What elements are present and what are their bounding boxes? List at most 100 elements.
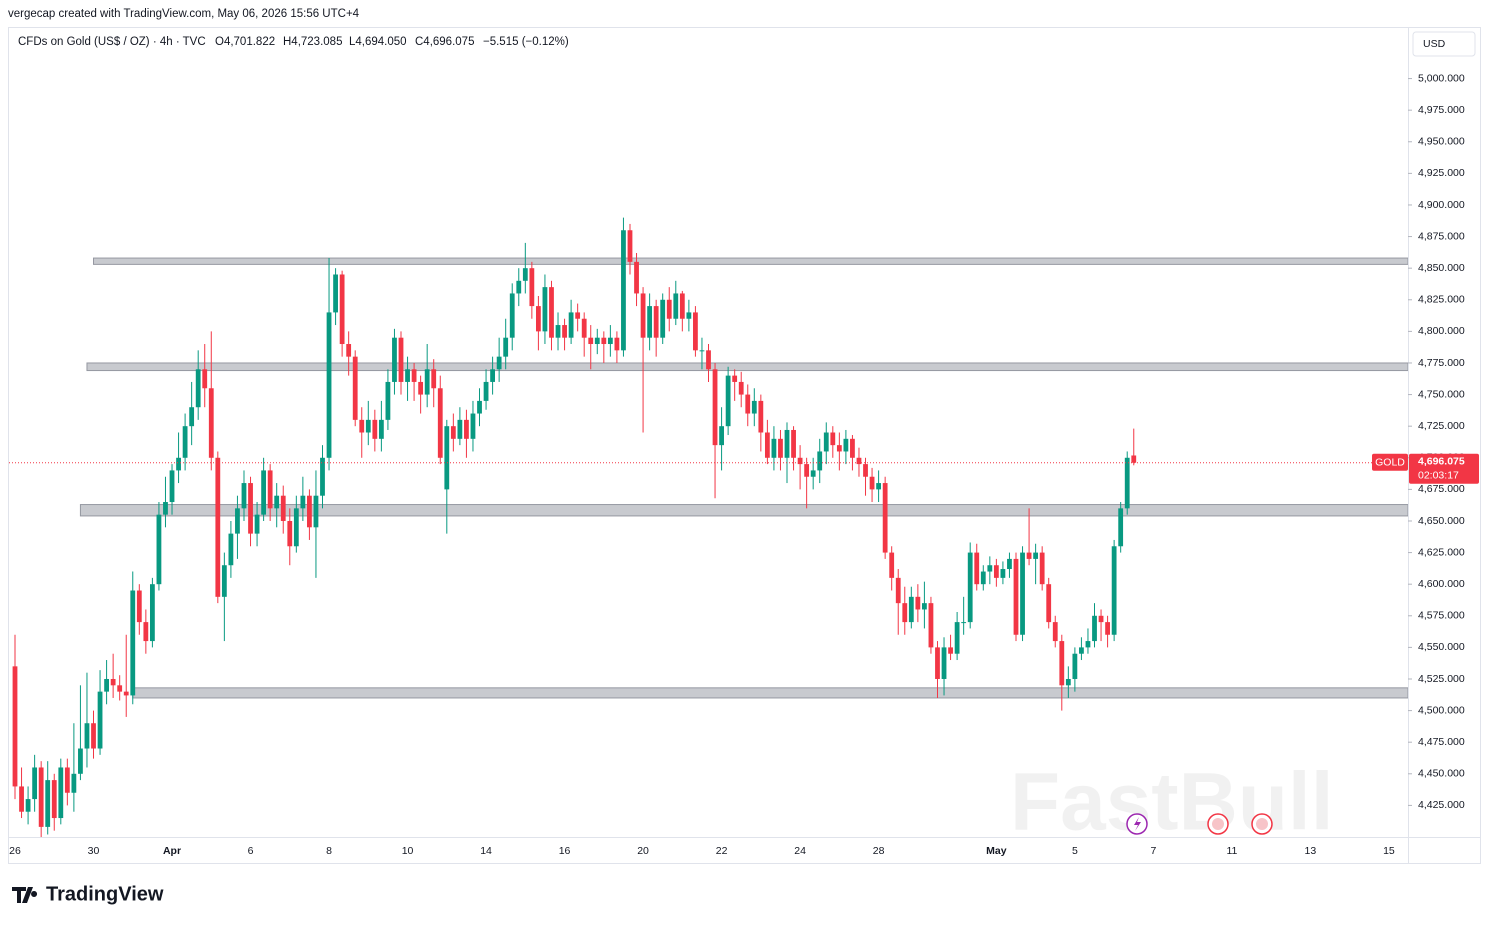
candle-body xyxy=(529,268,535,307)
x-tick-label: 28 xyxy=(873,845,885,857)
candle-body xyxy=(457,419,463,439)
y-tick-label: 4,800.000 xyxy=(1418,325,1465,337)
plot-area xyxy=(9,217,1408,837)
candle-body xyxy=(568,312,574,338)
y-tick-label: 4,875.000 xyxy=(1418,230,1465,242)
candle-body xyxy=(97,691,103,749)
candle-body xyxy=(293,508,299,547)
y-tick-label: 4,900.000 xyxy=(1418,199,1465,211)
y-tick-label: 4,725.000 xyxy=(1418,420,1465,432)
candle-body xyxy=(496,356,502,370)
candle-body xyxy=(221,565,227,597)
candle-body xyxy=(967,552,973,623)
candle-body xyxy=(450,426,456,439)
candle-body xyxy=(1079,647,1084,654)
candle-body xyxy=(104,678,109,692)
candle-body xyxy=(810,470,816,477)
candle-body xyxy=(248,483,253,534)
candle-body xyxy=(516,280,522,294)
candle-body xyxy=(797,457,803,465)
candle-body xyxy=(78,748,83,774)
symbol-tag-label: GOLD xyxy=(1375,457,1405,469)
candle-body xyxy=(1118,508,1124,547)
candle-body xyxy=(817,451,823,471)
candle-body xyxy=(267,470,273,509)
candle-body xyxy=(941,647,947,679)
candle-body xyxy=(666,299,672,319)
x-tick-label: Apr xyxy=(163,845,181,857)
candle-body xyxy=(889,552,895,578)
candle-body xyxy=(575,312,581,319)
candle-body xyxy=(535,306,541,332)
candle-body xyxy=(195,369,201,408)
candle-body xyxy=(830,432,836,446)
candle-body xyxy=(843,438,849,452)
candle-body xyxy=(1059,641,1065,686)
ohlc-high: H4,723.085 xyxy=(283,36,342,48)
candle-body xyxy=(235,508,240,534)
candle-body xyxy=(876,483,882,490)
candle-body xyxy=(1131,455,1137,463)
candle-body xyxy=(424,369,430,395)
currency[interactable]: USD xyxy=(1423,38,1446,50)
candle-body xyxy=(215,457,221,597)
y-tick-label: 4,425.000 xyxy=(1418,799,1465,811)
candle-body xyxy=(313,495,319,528)
candle-body xyxy=(922,603,927,610)
candle-body xyxy=(856,457,862,465)
y-tick-label: 4,625.000 xyxy=(1418,546,1465,558)
candle-body xyxy=(640,293,646,338)
x-tick-label: May xyxy=(986,845,1007,857)
candle-body xyxy=(745,394,751,414)
candle-body xyxy=(791,429,796,458)
last-price-label: 4,696.075 xyxy=(1418,456,1465,468)
y-tick-label: 5,000.000 xyxy=(1418,72,1465,84)
x-tick-label: 10 xyxy=(402,845,414,857)
candle-body xyxy=(850,438,855,458)
candle-body xyxy=(411,369,417,382)
candle-body xyxy=(38,767,44,827)
candle-body xyxy=(562,325,567,338)
candle-body xyxy=(784,429,790,458)
candle-body xyxy=(503,337,509,357)
candle-body xyxy=(202,369,208,389)
candle-body xyxy=(1111,546,1117,635)
candle-body xyxy=(653,306,659,338)
candle-body xyxy=(398,337,404,382)
candle-body xyxy=(418,381,424,395)
candle-body xyxy=(509,293,515,338)
candle-body xyxy=(228,533,234,566)
candle-body xyxy=(542,287,548,332)
candle-body xyxy=(45,780,51,827)
event-icons xyxy=(1126,813,1273,835)
x-tick-label: 6 xyxy=(248,845,254,857)
candle-body xyxy=(882,483,888,553)
candle-body xyxy=(980,571,986,585)
candle-body xyxy=(1026,552,1032,559)
candle-body xyxy=(149,584,155,642)
candle-body xyxy=(948,647,953,654)
currency-button[interactable] xyxy=(1412,31,1476,57)
y-tick-label: 4,575.000 xyxy=(1418,610,1465,622)
y-tick-label: 4,550.000 xyxy=(1418,641,1465,653)
candle-body xyxy=(758,400,764,433)
credit: vergecap created with TradingView.com, M… xyxy=(8,8,360,20)
candle-body xyxy=(437,388,443,458)
candle-body xyxy=(725,375,731,427)
candle-body xyxy=(372,419,378,439)
candle-body xyxy=(320,457,325,496)
y-tick-label: 4,850.000 xyxy=(1418,262,1465,274)
candle-body xyxy=(490,369,495,382)
candle-body xyxy=(771,438,777,458)
candle-body xyxy=(25,799,31,812)
x-tick-label: 14 xyxy=(480,845,492,857)
candle-body xyxy=(346,344,352,357)
candle-body xyxy=(908,596,914,623)
x-tick-label: 20 xyxy=(637,845,649,857)
candle-body xyxy=(280,495,286,521)
candle-body xyxy=(359,419,365,433)
ohlc-open: O4,701.822 xyxy=(215,36,275,48)
candle-body xyxy=(614,337,620,351)
candle-body xyxy=(84,723,90,749)
candle-body xyxy=(1039,552,1045,585)
